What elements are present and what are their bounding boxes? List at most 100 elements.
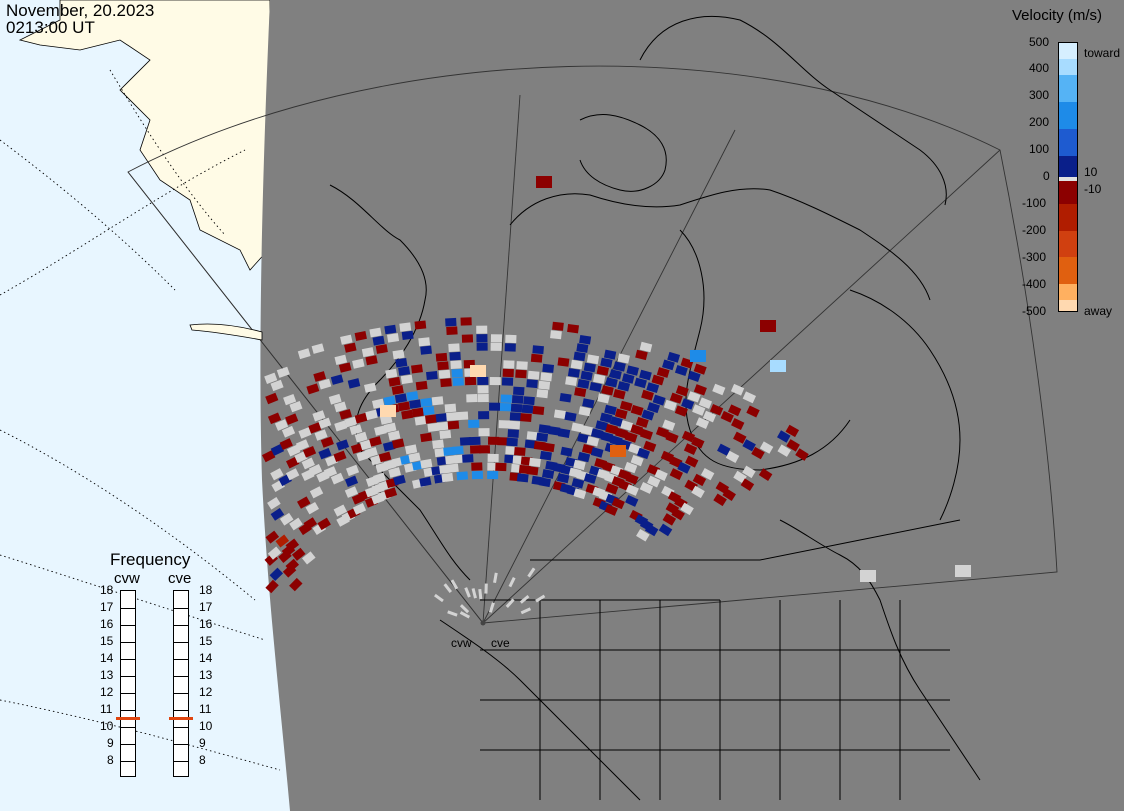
backscatter-cell <box>477 393 489 403</box>
backscatter-cell <box>354 412 368 424</box>
backscatter-cell <box>691 485 705 499</box>
frequency-scale-label: 13 <box>100 668 114 682</box>
backscatter-cell <box>498 420 510 429</box>
backscatter-cell <box>506 437 518 447</box>
backscatter-cell <box>459 436 472 446</box>
backscatter-cell <box>317 517 331 531</box>
backscatter-cell <box>270 468 284 481</box>
backscatter-cell <box>382 441 396 452</box>
backscatter-cell <box>727 404 742 417</box>
backscatter-cell <box>469 445 482 454</box>
backscatter-cell <box>281 425 296 438</box>
backscatter-cell <box>630 454 644 467</box>
frequency-scale-line <box>174 608 188 609</box>
backscatter-cell <box>488 602 495 613</box>
backscatter-cell <box>478 445 490 454</box>
backscatter-cell <box>501 377 514 386</box>
backscatter-cell <box>527 567 536 578</box>
colorbar-segment <box>1059 59 1077 77</box>
backscatter-cell <box>733 431 747 444</box>
backscatter-cell <box>411 364 423 374</box>
backscatter-cell <box>384 422 397 433</box>
backscatter-cell <box>636 529 650 542</box>
backscatter-cell <box>662 419 676 431</box>
backscatter-cell <box>624 431 638 443</box>
backscatter-cell <box>369 327 382 338</box>
backscatter-cell <box>660 450 675 463</box>
backscatter-cell <box>471 462 483 471</box>
backscatter-cell <box>478 411 490 420</box>
backscatter-cell <box>516 361 528 370</box>
colorbar-tick-label: -10 <box>1084 182 1102 196</box>
backscatter-cell <box>639 481 654 494</box>
frequency-scale-label: 15 <box>199 634 213 648</box>
frequency-scale-line <box>121 676 135 677</box>
backscatter-cell <box>742 465 756 479</box>
backscatter-cell <box>336 439 350 451</box>
backscatter-cell <box>742 391 757 404</box>
backscatter-cell <box>532 345 544 355</box>
backscatter-cell <box>476 334 488 343</box>
backscatter-cell <box>611 497 625 510</box>
backscatter-cell <box>488 436 500 445</box>
backscatter-cell <box>462 454 474 463</box>
backscatter-cell <box>665 431 679 444</box>
backscatter-cell <box>450 360 462 369</box>
backscatter-cell <box>308 464 323 476</box>
backscatter-cell <box>580 370 593 381</box>
backscatter-cell <box>573 488 587 500</box>
backscatter-cell <box>469 436 481 446</box>
backscatter-cell <box>395 357 408 368</box>
frequency-scale-label: 8 <box>199 753 206 767</box>
backscatter-cell <box>630 404 644 416</box>
frequency-radar-cve: cve <box>168 570 192 587</box>
backscatter-cell <box>621 373 635 384</box>
backscatter-cell <box>487 471 499 480</box>
backscatter-cell <box>759 441 774 454</box>
frequency-marker <box>169 716 193 720</box>
backscatter-cell <box>535 594 546 603</box>
backscatter-cell <box>267 546 282 560</box>
backscatter-cell <box>305 501 320 515</box>
frequency-radar-cvw: cvw <box>114 570 140 587</box>
backscatter-cell <box>722 488 736 502</box>
frequency-scale-line <box>121 744 135 745</box>
backscatter-cell <box>443 583 453 593</box>
backscatter-cell <box>502 368 514 378</box>
backscatter-cell <box>577 378 590 389</box>
backscatter-cell <box>681 398 695 410</box>
backscatter-cell <box>383 395 396 406</box>
backscatter-cell <box>443 446 455 456</box>
backscatter-cell <box>279 512 294 526</box>
backscatter-cell <box>354 330 367 341</box>
colorbar-segment <box>1059 181 1077 206</box>
backscatter-cell <box>375 344 388 354</box>
colorbar-segment <box>1059 177 1077 183</box>
colorbar-segment <box>1059 43 1077 61</box>
backscatter-cell <box>609 369 622 380</box>
backscatter-cell <box>354 431 368 443</box>
backscatter-cell <box>785 424 800 438</box>
backscatter-cell <box>444 403 457 413</box>
frequency-scale-line <box>121 761 135 762</box>
backscatter-cell <box>520 607 532 615</box>
backscatter-cell <box>595 420 608 431</box>
backscatter-cell <box>408 452 421 463</box>
frequency-scale-label: 15 <box>100 634 114 648</box>
backscatter-cell <box>369 436 382 447</box>
backscatter-cell <box>647 475 661 488</box>
backscatter-cell <box>582 398 595 409</box>
backscatter-cell <box>556 473 570 484</box>
backscatter-cell <box>426 370 438 381</box>
backscatter-cell <box>459 611 471 619</box>
frequency-scale-line <box>174 710 188 711</box>
backscatter-cell <box>401 330 414 341</box>
backscatter-cell <box>361 347 375 358</box>
backscatter-cell <box>630 424 644 436</box>
backscatter-cell <box>328 393 342 405</box>
backscatter-cell <box>646 382 660 394</box>
backscatter-cell <box>265 530 280 544</box>
backscatter-cell <box>344 486 359 498</box>
backscatter-cell <box>571 477 585 489</box>
backscatter-cell <box>508 577 516 588</box>
